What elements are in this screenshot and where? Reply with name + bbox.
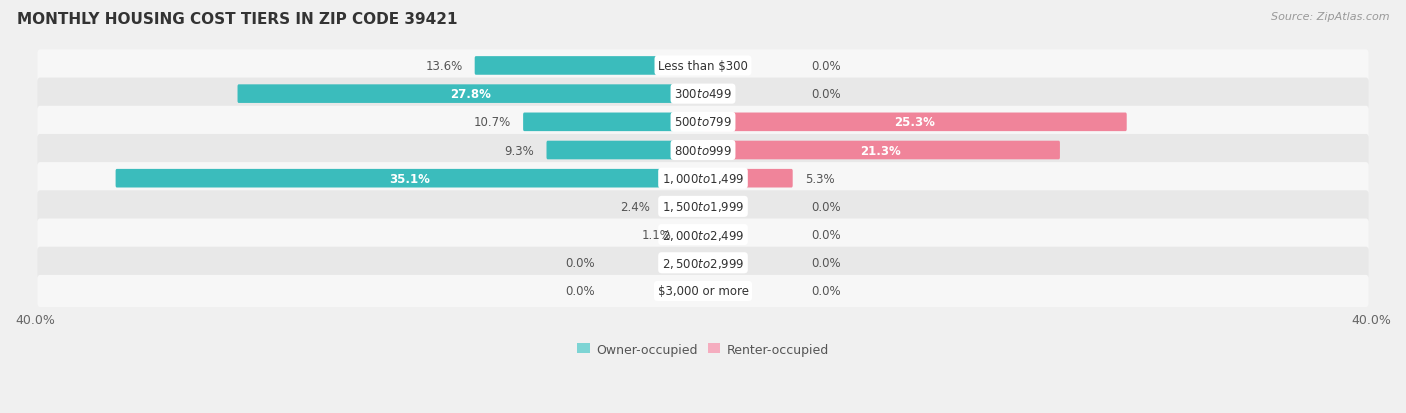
Text: 1.1%: 1.1% bbox=[641, 228, 671, 242]
FancyBboxPatch shape bbox=[662, 197, 704, 216]
FancyBboxPatch shape bbox=[475, 57, 704, 76]
FancyBboxPatch shape bbox=[38, 50, 1368, 82]
Text: 10.7%: 10.7% bbox=[474, 116, 510, 129]
Text: $2,500 to $2,999: $2,500 to $2,999 bbox=[662, 256, 744, 270]
Text: 21.3%: 21.3% bbox=[860, 144, 901, 157]
FancyBboxPatch shape bbox=[38, 275, 1368, 307]
FancyBboxPatch shape bbox=[38, 107, 1368, 138]
FancyBboxPatch shape bbox=[683, 226, 704, 244]
Text: $1,000 to $1,499: $1,000 to $1,499 bbox=[662, 172, 744, 186]
Text: 0.0%: 0.0% bbox=[811, 88, 841, 101]
FancyBboxPatch shape bbox=[523, 113, 704, 132]
FancyBboxPatch shape bbox=[38, 219, 1368, 251]
Text: $800 to $999: $800 to $999 bbox=[673, 144, 733, 157]
Text: 35.1%: 35.1% bbox=[389, 172, 430, 185]
Legend: Owner-occupied, Renter-occupied: Owner-occupied, Renter-occupied bbox=[572, 338, 834, 361]
Text: 2.4%: 2.4% bbox=[620, 200, 650, 214]
FancyBboxPatch shape bbox=[38, 78, 1368, 110]
FancyBboxPatch shape bbox=[238, 85, 704, 104]
FancyBboxPatch shape bbox=[38, 163, 1368, 195]
Text: 5.3%: 5.3% bbox=[804, 172, 835, 185]
Text: $3,000 or more: $3,000 or more bbox=[658, 285, 748, 298]
FancyBboxPatch shape bbox=[38, 191, 1368, 223]
Text: 0.0%: 0.0% bbox=[565, 256, 595, 270]
FancyBboxPatch shape bbox=[115, 169, 704, 188]
Text: 0.0%: 0.0% bbox=[565, 285, 595, 298]
Text: 0.0%: 0.0% bbox=[811, 60, 841, 73]
FancyBboxPatch shape bbox=[702, 169, 793, 188]
FancyBboxPatch shape bbox=[547, 141, 704, 160]
Text: $1,500 to $1,999: $1,500 to $1,999 bbox=[662, 200, 744, 214]
Text: $2,000 to $2,499: $2,000 to $2,499 bbox=[662, 228, 744, 242]
Text: 0.0%: 0.0% bbox=[811, 285, 841, 298]
Text: 0.0%: 0.0% bbox=[811, 228, 841, 242]
Text: Source: ZipAtlas.com: Source: ZipAtlas.com bbox=[1271, 12, 1389, 22]
Text: 0.0%: 0.0% bbox=[811, 200, 841, 214]
FancyBboxPatch shape bbox=[38, 247, 1368, 279]
Text: $500 to $799: $500 to $799 bbox=[673, 116, 733, 129]
Text: 9.3%: 9.3% bbox=[505, 144, 534, 157]
Text: 13.6%: 13.6% bbox=[425, 60, 463, 73]
Text: 0.0%: 0.0% bbox=[811, 256, 841, 270]
FancyBboxPatch shape bbox=[38, 135, 1368, 167]
Text: Less than $300: Less than $300 bbox=[658, 60, 748, 73]
Text: $300 to $499: $300 to $499 bbox=[673, 88, 733, 101]
FancyBboxPatch shape bbox=[702, 141, 1060, 160]
Text: MONTHLY HOUSING COST TIERS IN ZIP CODE 39421: MONTHLY HOUSING COST TIERS IN ZIP CODE 3… bbox=[17, 12, 457, 27]
Text: 25.3%: 25.3% bbox=[894, 116, 935, 129]
Text: 27.8%: 27.8% bbox=[450, 88, 491, 101]
FancyBboxPatch shape bbox=[702, 113, 1126, 132]
